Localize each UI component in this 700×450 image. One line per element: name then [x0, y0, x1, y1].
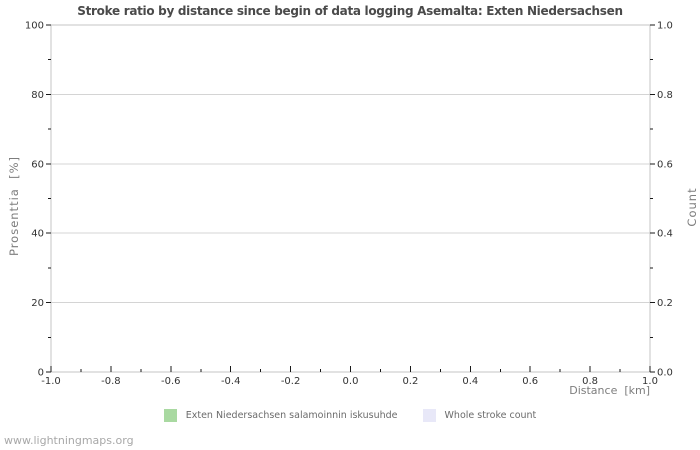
y-right-axis-tick-label: 0.6 — [657, 159, 673, 170]
y-right-axis-tick-label: 0.0 — [657, 368, 673, 379]
y-left-axis-tick-label: 40 — [31, 229, 44, 240]
legend-item-whole-stroke-count: Whole stroke count — [422, 409, 537, 422]
plot-border — [50, 24, 651, 373]
x-axis-tick-label: -0.4 — [221, 376, 241, 387]
y-right-axis-tick-label: 0.2 — [657, 298, 673, 309]
x-axis-label: Distance [km] — [569, 384, 650, 397]
x-axis-tick-label: 0.0 — [343, 376, 359, 387]
legend-swatch-whole-stroke-count-icon — [422, 409, 436, 422]
legend-label-whole-stroke-count: Whole stroke count — [444, 410, 537, 421]
legend-swatch-stroke-ratio-icon — [163, 409, 177, 422]
x-axis-tick-label: 0.4 — [462, 376, 478, 387]
y-left-axis-tick-label: 0 — [38, 368, 44, 379]
y-right-axis-tick-label: 0.4 — [657, 229, 673, 240]
x-axis-tick-label: -0.8 — [101, 376, 121, 387]
y-axis-left-label: Prosenttia [%] — [7, 155, 21, 257]
y-left-axis-tick-label: 80 — [31, 90, 44, 101]
x-axis-tick-label: -1.0 — [41, 376, 61, 387]
x-axis-tick-label: 1.0 — [642, 376, 658, 387]
chart-title: Stroke ratio by distance since begin of … — [77, 4, 623, 18]
y-left-axis-tick-label: 20 — [31, 298, 44, 309]
legend-label-stroke-ratio: Exten Niedersachsen salamoinnin iskusuhd… — [185, 410, 398, 421]
watermark-link[interactable]: www.lightningmaps.org — [4, 434, 134, 447]
y-axis-right-label: Count — [685, 187, 699, 227]
x-axis-tick-label: -0.6 — [161, 376, 181, 387]
y-left-axis-tick-label: 60 — [31, 159, 44, 170]
legend: Exten Niedersachsen salamoinnin iskusuhd… — [0, 409, 700, 422]
y-right-axis-tick-label: 0.8 — [657, 90, 673, 101]
x-axis-tick-label: -0.2 — [281, 376, 301, 387]
x-axis-tick-label: 0.2 — [402, 376, 418, 387]
y-left-axis-tick-label: 100 — [25, 21, 44, 32]
legend-item-stroke-ratio: Exten Niedersachsen salamoinnin iskusuhd… — [163, 409, 398, 422]
x-axis-tick-label: 0.8 — [582, 376, 598, 387]
x-axis-tick-label: 0.6 — [522, 376, 538, 387]
y-right-axis-tick-label: 1.0 — [657, 21, 673, 32]
